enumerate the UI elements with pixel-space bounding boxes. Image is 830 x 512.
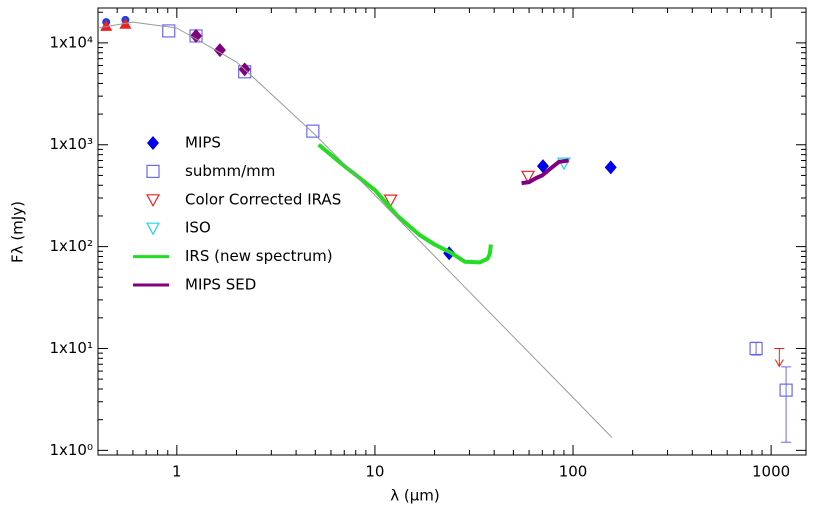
spectrum-line: [521, 158, 569, 186]
upper-limit: [774, 347, 785, 368]
data-point: [306, 124, 320, 138]
data-point: [749, 341, 763, 356]
data-point: [536, 159, 549, 174]
y-tick-label: 1x10³: [49, 135, 93, 153]
data-point: [162, 24, 176, 38]
legend-swatch: [147, 136, 159, 150]
data-point: [779, 383, 793, 397]
y-tick-label: 1x10²: [49, 237, 93, 255]
y-axis-label: Fλ (mJy): [9, 201, 27, 263]
x-axis-label: λ (μm): [390, 487, 440, 505]
data-point: [213, 43, 226, 58]
legend-swatch: [145, 222, 161, 236]
legend-swatch: [146, 164, 160, 178]
spectrum-line: [317, 143, 493, 265]
legend-label: ISO: [185, 219, 211, 237]
legend-swatch: [145, 194, 161, 208]
error-bar: [751, 341, 762, 356]
y-tick-label: 1x10⁴: [49, 33, 93, 51]
legend-label: IRS (new spectrum): [185, 247, 333, 265]
error-bar: [781, 366, 792, 443]
data-point: [604, 160, 617, 175]
y-tick-label: 1x10⁰: [49, 441, 93, 459]
x-tick-label: 1000: [752, 463, 790, 481]
legend-label: submm/mm: [185, 162, 275, 180]
x-tick-label: 1: [172, 463, 182, 481]
x-tick-label: 100: [559, 463, 588, 481]
data-point: [383, 194, 398, 208]
data-point: [100, 19, 113, 31]
y-tick-label: 1x10¹: [49, 339, 93, 357]
plot-frame: [97, 7, 807, 456]
legend-label: MIPS: [185, 134, 221, 152]
data-point: [521, 170, 536, 184]
legend-label: MIPS SED: [185, 276, 256, 294]
model-line: [97, 21, 613, 438]
data-point: [190, 28, 203, 43]
x-tick-label: 10: [365, 463, 384, 481]
data-point: [556, 157, 571, 171]
legend-label: Color Corrected IRAS: [185, 190, 341, 208]
